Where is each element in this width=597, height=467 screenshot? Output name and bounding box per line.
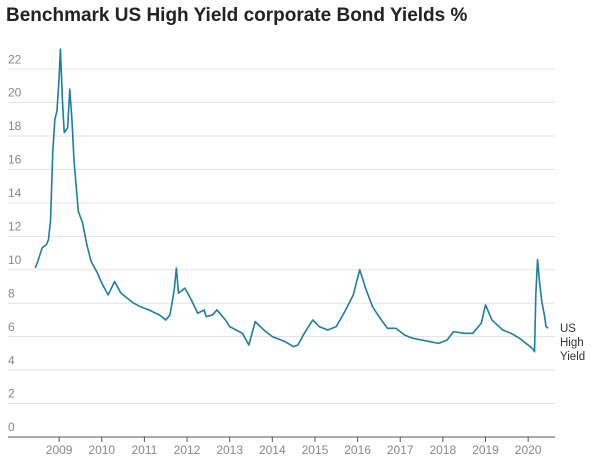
y-tick-label: 14 <box>8 186 22 200</box>
y-tick-label: 18 <box>8 119 22 133</box>
y-tick-label: 0 <box>8 420 15 434</box>
x-tick-label: 2016 <box>344 443 371 457</box>
x-tick-label: 2009 <box>46 443 73 457</box>
x-tick-label: 2017 <box>387 443 414 457</box>
x-tick-label: 2018 <box>430 443 457 457</box>
x-tick-label: 2015 <box>302 443 329 457</box>
x-tick-label: 2011 <box>131 443 157 457</box>
series-label: US High Yield <box>560 323 586 363</box>
y-tick-label: 6 <box>8 320 15 334</box>
y-tick-label: 12 <box>8 219 22 233</box>
x-tick-label: 2014 <box>259 443 286 457</box>
x-tick-label: 2010 <box>88 443 115 457</box>
series-line <box>34 48 549 353</box>
y-tick-label: 20 <box>8 86 22 100</box>
chart-title: Benchmark US High Yield corporate Bond Y… <box>6 5 468 26</box>
x-tick-label: 2012 <box>174 443 201 457</box>
x-tick-label: 2020 <box>515 443 542 457</box>
y-tick-label: 4 <box>8 353 15 367</box>
x-tick-label: 2019 <box>472 443 499 457</box>
y-tick-label: 2 <box>8 387 15 401</box>
y-tick-label: 22 <box>8 52 22 66</box>
y-tick-label: 16 <box>8 153 22 167</box>
x-tick-label: 2013 <box>216 443 243 457</box>
y-tick-label: 10 <box>8 253 22 267</box>
y-tick-label: 8 <box>8 286 15 300</box>
